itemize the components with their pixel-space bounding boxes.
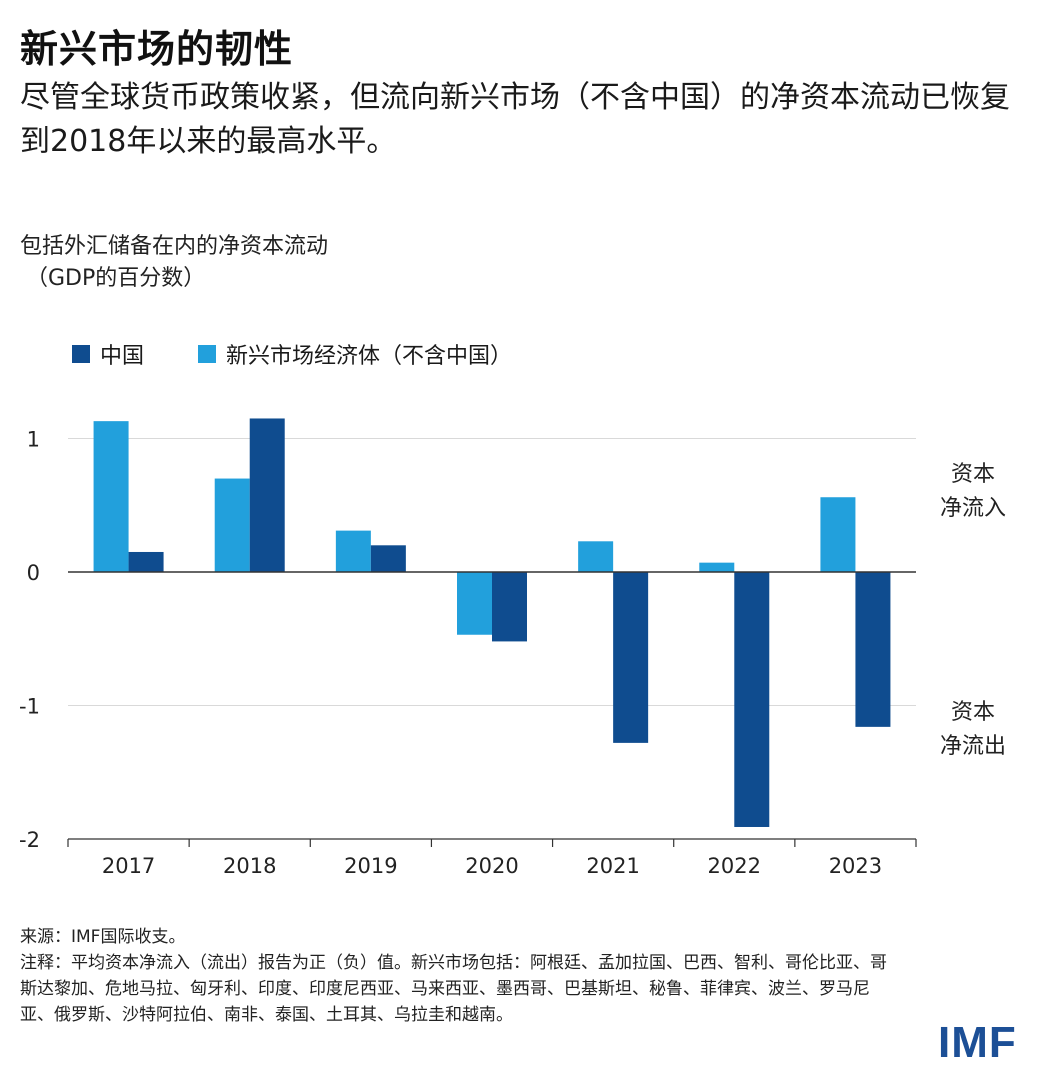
inflow-note: 资本 净流入	[940, 458, 1006, 526]
bar-china-2020	[492, 572, 527, 642]
inflow-note-line1: 资本	[951, 462, 996, 487]
bar-china-2017	[128, 551, 164, 572]
footnote: 注释：平均资本净流入（流出）报告为正（负）值。新兴市场包括：阿根廷、孟加拉国、巴…	[20, 953, 887, 1025]
imf-logo: IMF	[938, 1018, 1017, 1067]
bar-em-2021	[578, 541, 614, 572]
bar-china-2023	[855, 572, 891, 727]
legend-item-em: 新兴市场经济体（不含中国）	[198, 338, 512, 370]
x-tick-label: 2017	[102, 854, 155, 878]
outflow-note: 资本 净流出	[940, 696, 1006, 764]
inflow-note-line2: 净流入	[940, 496, 1007, 521]
y-tick-label: -1	[19, 695, 40, 719]
x-tick-label: 2023	[829, 854, 882, 878]
x-tick-label: 2022	[708, 854, 761, 878]
bar-china-2019	[370, 545, 406, 572]
x-tick-label: 2019	[344, 854, 397, 878]
y-axis-label-line1: 包括外汇储备在内的净资本流动	[20, 234, 329, 259]
y-axis-label-line2: （GDP的百分数）	[26, 266, 206, 291]
y-tick-label: 1	[27, 428, 40, 452]
bar-em-2017	[93, 421, 129, 572]
source-note: 来源：IMF国际收支。	[20, 927, 186, 947]
bar-em-2019	[335, 530, 371, 572]
chart-title: 新兴市场的韧性	[20, 27, 294, 71]
legend-label-china: 中国	[100, 344, 145, 369]
bar-china-2022	[734, 572, 770, 827]
chart-subtitle: 尽管全球货币政策收紧，但流向新兴市场（不含中国）的净资本流动已恢复到2018年以…	[20, 80, 1010, 159]
bar-china-2021	[613, 572, 649, 743]
x-tick-label: 2020	[465, 854, 518, 878]
y-tick-label: -2	[19, 828, 40, 852]
bar-em-2020	[457, 572, 492, 635]
outflow-note-line2: 净流出	[940, 734, 1007, 759]
legend: 中国 新兴市场经济体（不含中国）	[72, 338, 566, 370]
bar-em-2023	[820, 497, 856, 572]
legend-item-china: 中国	[72, 338, 144, 370]
bar-chart: 1 0 -1 -2 2017 2018 2019 2020 2021 2022 2023	[19, 418, 917, 878]
legend-swatch-em	[198, 345, 217, 363]
footer-notes: 来源：IMF国际收支。 注释：平均资本净流入（流出）报告为正（负）值。新兴市场包…	[20, 924, 900, 1028]
x-tick-label: 2021	[586, 854, 639, 878]
outflow-note-line1: 资本	[951, 700, 996, 725]
bar-em-2022	[699, 562, 735, 572]
legend-label-em: 新兴市场经济体（不含中国）	[226, 344, 513, 369]
legend-swatch-china	[72, 345, 90, 363]
bar-china-2018	[249, 418, 285, 572]
x-tick-label: 2018	[223, 854, 276, 878]
bar-em-2018	[214, 478, 250, 572]
y-tick-label: 0	[27, 561, 40, 585]
